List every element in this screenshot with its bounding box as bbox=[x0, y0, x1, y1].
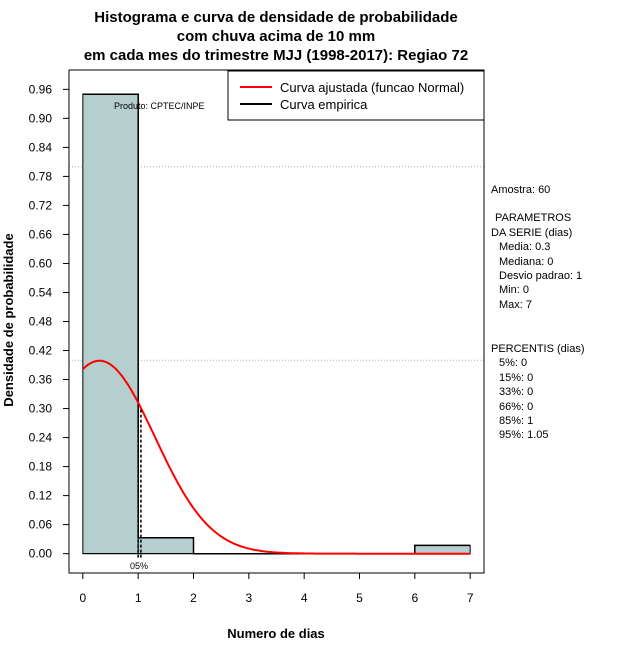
y-tick-label-10: 0.60 bbox=[29, 256, 53, 270]
percentil-33: 33%: 0 bbox=[499, 386, 533, 398]
y-tick-label-13: 0.78 bbox=[29, 169, 53, 183]
param-min: Min: 0 bbox=[499, 284, 529, 296]
x-tick-label-2: 2 bbox=[190, 591, 197, 605]
param-max: Max: 7 bbox=[499, 299, 532, 311]
chart-title-line-3: em cada mes do trimestre MJJ (1998-2017)… bbox=[84, 47, 468, 64]
param-media: Media: 0.3 bbox=[499, 241, 550, 253]
y-tick-label-9: 0.54 bbox=[29, 285, 53, 299]
chart-title-line-1: Histograma e curva de densidade de proba… bbox=[94, 9, 457, 26]
chart-title: Histograma e curva de densidade de proba… bbox=[84, 9, 468, 64]
y-tick-label-14: 0.84 bbox=[29, 140, 53, 154]
y-tick-label-6: 0.36 bbox=[29, 373, 53, 387]
histogram-bar-6 bbox=[414, 544, 471, 555]
x-tick-label-3: 3 bbox=[245, 591, 252, 605]
percentil-66: 66%: 0 bbox=[499, 401, 533, 413]
x-axis-title: Numero de dias bbox=[227, 626, 325, 641]
amostra-label: Amostra: 60 bbox=[491, 184, 550, 196]
y-tick-label-1: 0.06 bbox=[29, 518, 53, 532]
x-tick-label-7: 7 bbox=[467, 591, 474, 605]
product-label: Produto: CPTEC/INPE bbox=[114, 101, 205, 111]
percentil-15: 15%: 0 bbox=[499, 372, 533, 384]
legend: Curva ajustada (funcao Normal) Curva emp… bbox=[227, 70, 485, 121]
histogram-bar-0 bbox=[82, 93, 139, 555]
x-tick-label-1: 1 bbox=[135, 591, 142, 605]
parametros-title-2: DA SERIE (dias) bbox=[491, 227, 572, 239]
legend-label-normal: Curva ajustada (funcao Normal) bbox=[280, 80, 464, 95]
chart-title-line-2: com chuva acima de 10 mm bbox=[177, 28, 375, 45]
x-tick-label-4: 4 bbox=[301, 591, 308, 605]
x-axis: 0 1 2 3 4 5 6 7 bbox=[79, 572, 474, 605]
y-axis: 0.00 0.06 0.12 0.18 0.24 0.30 0.36 0.42 0.48 0.54… bbox=[29, 82, 70, 561]
side-panel: Amostra: 60 PARAMETROS DA SERIE (dias) M… bbox=[491, 184, 585, 441]
percentile-markers bbox=[137, 402, 142, 558]
y-tick-label-3: 0.18 bbox=[29, 460, 53, 474]
y-tick-label-16: 0.96 bbox=[29, 82, 53, 96]
y-tick-label-7: 0.42 bbox=[29, 344, 53, 358]
histogram-bars bbox=[82, 93, 471, 555]
y-tick-label-5: 0.30 bbox=[29, 402, 53, 416]
y-tick-label-12: 0.72 bbox=[29, 198, 53, 212]
y-tick-label-4: 0.24 bbox=[29, 431, 53, 445]
histogram-bar-1 bbox=[137, 537, 195, 555]
y-tick-label-0: 0.00 bbox=[29, 547, 53, 561]
percentil-85: 85%: 1 bbox=[499, 415, 533, 427]
y-tick-label-8: 0.48 bbox=[29, 315, 53, 329]
legend-label-empirica: Curva empirica bbox=[280, 97, 368, 112]
parametros-title-1: PARAMETROS bbox=[495, 212, 571, 224]
x-tick-label-5: 5 bbox=[356, 591, 363, 605]
x-tick-label-6: 6 bbox=[411, 591, 418, 605]
percentis-title: PERCENTIS (dias) bbox=[491, 343, 585, 355]
percentil-95: 95%: 1.05 bbox=[499, 429, 549, 441]
normal-curve bbox=[82, 359, 471, 555]
y-tick-label-2: 0.12 bbox=[29, 489, 53, 503]
param-mediana: Mediana: 0 bbox=[499, 256, 553, 268]
y-axis-title: Densidade de probabilidade bbox=[1, 233, 16, 406]
y-tick-label-15: 0.90 bbox=[29, 111, 53, 125]
percentil-5: 5%: 0 bbox=[499, 357, 527, 369]
y-tick-label-11: 0.66 bbox=[29, 227, 53, 241]
legend-box bbox=[227, 70, 485, 121]
x-tick-label-0: 0 bbox=[79, 591, 86, 605]
curves bbox=[82, 93, 471, 555]
marker-labels: 05% bbox=[130, 561, 148, 571]
empirical-curve bbox=[82, 93, 471, 555]
param-desvio: Desvio padrao: 1 bbox=[499, 270, 582, 282]
